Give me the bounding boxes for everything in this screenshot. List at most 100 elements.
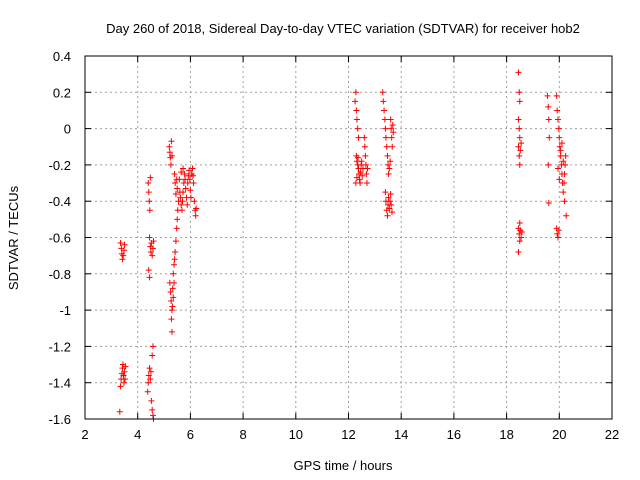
x-tick-label: 6 (187, 427, 194, 442)
axes: 2 4 6 8 10 12 14 16 18 20 22 0.4 0.2 0 -0.2 -0.4 -0.6 -0.… (49, 49, 620, 442)
data-point (184, 180, 191, 187)
data-point (146, 207, 153, 214)
data-point (516, 89, 523, 96)
data-point (553, 92, 560, 99)
data-point (554, 107, 561, 114)
data-point (517, 147, 524, 154)
data-point (168, 298, 175, 305)
data-point (147, 368, 154, 375)
data-point (388, 125, 395, 132)
data-point (561, 170, 568, 177)
data-point (144, 388, 151, 395)
data-point (387, 190, 394, 197)
data-point (363, 180, 370, 187)
data-point (145, 267, 152, 274)
data-point (178, 207, 185, 214)
data-point (562, 152, 569, 159)
data-point (561, 180, 568, 187)
data-point (381, 107, 388, 114)
data-point (148, 397, 155, 404)
data-point (518, 234, 525, 241)
data-point (387, 198, 394, 205)
data-point (167, 288, 174, 295)
data-point (145, 379, 152, 386)
data-point (168, 316, 175, 323)
data-point (119, 256, 126, 263)
data-point (385, 194, 392, 201)
data-point (561, 198, 568, 205)
data-point (383, 143, 390, 150)
data-point (168, 307, 175, 314)
data-point (186, 167, 193, 174)
data-point (545, 200, 552, 207)
data-point (145, 189, 152, 196)
data-point (387, 116, 394, 123)
data-point (149, 406, 156, 413)
x-tick-label: 18 (499, 427, 513, 442)
data-point (116, 408, 123, 415)
data-point (186, 176, 193, 183)
data-point (147, 249, 154, 256)
data-point (182, 185, 189, 192)
data-point (385, 161, 392, 168)
y-tick-label: -0.6 (49, 231, 71, 246)
grid-lines (85, 56, 612, 419)
data-point (192, 212, 199, 219)
x-tick-label: 12 (341, 427, 355, 442)
data-point (556, 134, 563, 141)
data-point (544, 92, 551, 99)
data-point (171, 256, 178, 263)
data-point (557, 152, 564, 159)
data-point (119, 365, 126, 372)
data-point (145, 180, 152, 187)
data-point (120, 252, 127, 259)
data-point (515, 116, 522, 123)
data-point (518, 229, 525, 236)
y-tick-label: 0.4 (53, 49, 71, 64)
data-point (361, 134, 368, 141)
y-tick-label: -1 (59, 303, 71, 318)
data-point (364, 165, 371, 172)
y-tick-label: -1.2 (49, 339, 71, 354)
y-tick-label: 0 (64, 122, 71, 137)
data-point (389, 121, 396, 128)
data-point (359, 172, 366, 179)
data-point (558, 140, 565, 147)
data-point (149, 252, 156, 259)
data-point (545, 116, 552, 123)
data-point (361, 143, 368, 150)
data-point (388, 134, 395, 141)
data-point (189, 165, 196, 172)
y-tick-label: -0.4 (49, 194, 71, 209)
data-point (384, 152, 391, 159)
data-point (382, 125, 389, 132)
data-point (170, 294, 177, 301)
data-point (562, 161, 569, 168)
data-point (380, 98, 387, 105)
data-point (362, 152, 369, 159)
y-axis-label: SDTVAR / TECUs (6, 185, 21, 290)
data-point (384, 212, 391, 219)
data-point (545, 161, 552, 168)
data-point (191, 198, 198, 205)
data-point (117, 239, 124, 246)
data-point (386, 165, 393, 172)
data-point (121, 368, 128, 375)
data-point (167, 161, 174, 168)
data-point (354, 125, 361, 132)
data-point (170, 270, 177, 277)
data-point (178, 201, 185, 208)
data-point (176, 176, 183, 183)
x-tick-label: 20 (552, 427, 566, 442)
data-point (387, 158, 394, 165)
data-point (168, 328, 175, 335)
data-point (187, 187, 194, 194)
data-point (388, 209, 395, 216)
data-point (390, 129, 397, 136)
data-point (184, 201, 191, 208)
data-point (355, 134, 362, 141)
data-point (382, 134, 389, 141)
data-point (352, 98, 359, 105)
data-point (150, 238, 157, 245)
